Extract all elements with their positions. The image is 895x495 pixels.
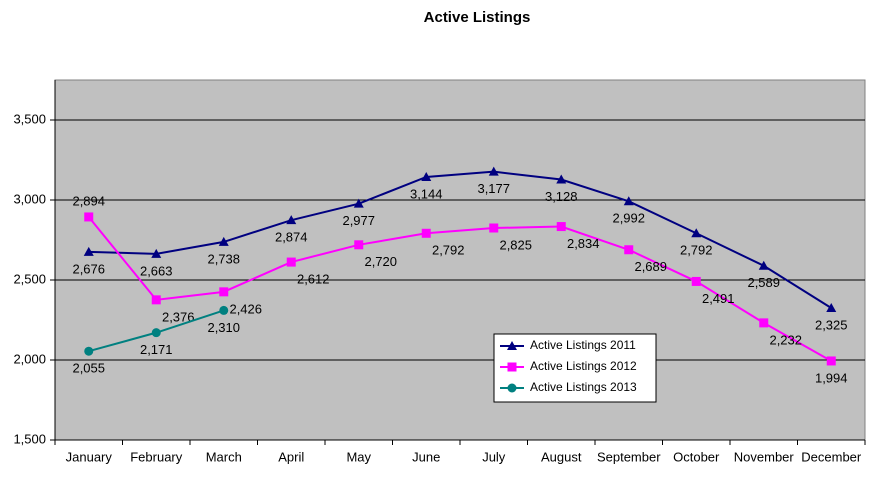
data-label: 2,738 — [207, 251, 240, 266]
x-tick-label: September — [597, 449, 661, 464]
series-line — [87, 216, 832, 362]
data-label: 2,612 — [297, 272, 330, 287]
data-label: 2,992 — [612, 211, 645, 226]
chart-title: Active Listings — [424, 9, 531, 26]
data-label: 2,171 — [140, 342, 173, 357]
data-label: 2,376 — [162, 309, 195, 324]
marker — [219, 305, 229, 315]
y-tick-label: 2,500 — [13, 271, 46, 286]
marker — [507, 362, 517, 372]
data-label: 2,825 — [499, 237, 532, 252]
marker — [489, 223, 499, 233]
series-line — [88, 170, 832, 309]
marker — [421, 228, 431, 238]
marker — [354, 240, 364, 250]
data-label: 2,232 — [769, 332, 802, 347]
marker — [219, 287, 229, 297]
marker — [691, 228, 702, 238]
marker — [691, 276, 701, 286]
data-label: 2,720 — [364, 254, 397, 269]
x-tick-label: June — [412, 449, 440, 464]
data-label: 3,144 — [410, 186, 443, 201]
marker — [84, 212, 94, 222]
marker — [83, 246, 94, 256]
data-label: 2,834 — [567, 236, 600, 251]
y-tick-label: 1,500 — [13, 431, 46, 446]
data-label: 2,894 — [72, 193, 105, 208]
data-label: 2,977 — [342, 213, 375, 228]
data-label: 2,792 — [432, 243, 465, 258]
x-tick-label: February — [130, 449, 183, 464]
marker — [421, 171, 432, 181]
marker — [758, 260, 769, 270]
marker — [507, 341, 517, 350]
data-label: 2,663 — [140, 263, 173, 278]
data-label: 2,874 — [275, 230, 308, 245]
data-label: 2,491 — [702, 291, 735, 306]
plot-area — [54, 79, 866, 441]
marker — [826, 303, 837, 312]
data-label: 3,128 — [545, 189, 578, 204]
marker — [84, 346, 94, 356]
marker — [286, 215, 297, 225]
marker — [826, 356, 836, 366]
x-tick-label: October — [673, 449, 720, 464]
marker — [556, 222, 566, 232]
x-tick-label: January — [66, 449, 113, 464]
y-tick-label: 3,000 — [13, 191, 46, 206]
data-label: 3,177 — [477, 181, 510, 196]
x-tick-label: May — [346, 449, 371, 464]
data-label: 2,689 — [634, 259, 667, 274]
data-label: 2,325 — [815, 317, 848, 332]
marker — [759, 318, 769, 328]
marker — [623, 196, 634, 206]
marker — [151, 295, 161, 305]
marker — [507, 383, 517, 393]
legend-label: Active Listings 2013 — [530, 380, 637, 394]
marker — [218, 236, 229, 246]
data-label: 1,994 — [815, 370, 848, 385]
y-tick-label: 2,000 — [13, 351, 46, 366]
marker — [488, 166, 499, 176]
marker — [286, 257, 296, 267]
marker — [556, 174, 567, 184]
x-tick-label: December — [801, 449, 862, 464]
x-tick-label: March — [206, 449, 242, 464]
marker — [353, 198, 364, 208]
marker — [151, 248, 162, 258]
x-tick-label: August — [541, 449, 582, 464]
marker — [151, 328, 161, 338]
x-tick-label: July — [482, 449, 506, 464]
data-label: 2,055 — [72, 361, 105, 376]
legend-label: Active Listings 2011 — [530, 338, 636, 352]
data-label: 2,589 — [747, 275, 780, 290]
x-tick-label: November — [734, 449, 795, 464]
data-label: 2,310 — [207, 320, 240, 335]
x-tick-label: April — [278, 449, 304, 464]
data-label: 2,426 — [229, 301, 262, 316]
marker — [624, 245, 634, 255]
y-tick-label: 3,500 — [13, 111, 46, 126]
data-label: 2,676 — [72, 261, 105, 276]
legend-label: Active Listings 2012 — [530, 359, 637, 373]
data-label: 2,792 — [680, 243, 713, 258]
